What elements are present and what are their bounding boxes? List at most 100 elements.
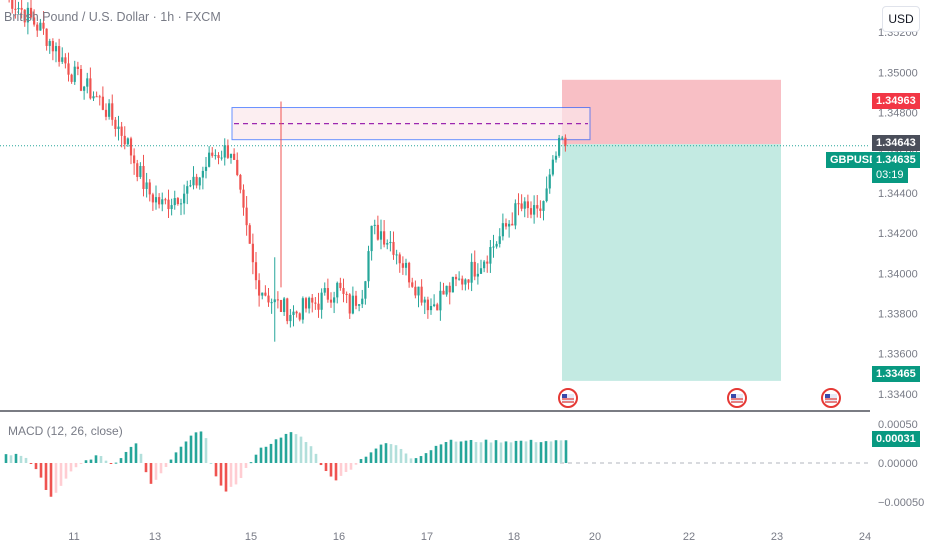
candle-body [189, 185, 192, 187]
candle-body [329, 299, 333, 303]
candle-body [192, 176, 195, 186]
macd-bar [209, 462, 213, 464]
macd-bar [479, 442, 483, 463]
candle-body [564, 137, 567, 146]
candle-body [536, 205, 539, 209]
us-flag-icon [821, 388, 841, 408]
candle-body [220, 157, 223, 159]
candle-body [436, 304, 439, 311]
macd-bar [59, 463, 63, 486]
macd-bar [119, 458, 123, 463]
macd-bar [184, 441, 188, 463]
candle-body [408, 262, 411, 283]
candle-body [404, 262, 408, 268]
candle-body [148, 182, 151, 195]
time-tick-label: 16 [333, 531, 345, 543]
candle-body [258, 280, 261, 296]
macd-bar [434, 445, 438, 463]
candle-body [451, 276, 454, 293]
stop-loss-zone [562, 79, 781, 145]
candle-body [479, 268, 483, 274]
candle-body [398, 254, 401, 264]
candle-body [498, 236, 501, 244]
candle-body [289, 314, 292, 322]
candle-body [370, 225, 373, 252]
price-tick-label: 1.34000 [878, 268, 918, 280]
macd-bar [214, 463, 218, 477]
candle-body [283, 298, 286, 313]
stop-price-label: 1.34963 [872, 93, 920, 109]
macd-bar [14, 453, 18, 463]
currency-button[interactable]: USD [882, 6, 920, 32]
candle-body [154, 197, 158, 203]
macd-bar [139, 453, 143, 463]
macd-bar [179, 446, 183, 463]
candle-body [333, 297, 336, 303]
candle-body [73, 66, 76, 82]
macd-bar [319, 463, 323, 466]
macd-bar [549, 441, 553, 463]
candle-body [548, 174, 551, 189]
macd-bar [384, 443, 388, 463]
macd-bar [109, 463, 113, 464]
macd-bar [259, 447, 263, 463]
macd-bar [74, 463, 78, 468]
candle-body [292, 311, 295, 315]
candle-body [198, 177, 201, 186]
macd-bar [344, 463, 348, 472]
candle-body [120, 126, 123, 136]
candle-body [551, 159, 554, 175]
candle-body [98, 96, 101, 98]
candle-body [251, 243, 254, 263]
candle-body [501, 223, 504, 237]
macd-bar [84, 460, 88, 463]
macd-bar [464, 440, 468, 463]
candle-body [226, 145, 229, 158]
macd-bar [499, 442, 503, 463]
macd-bar [364, 456, 368, 463]
candle-body [236, 159, 239, 175]
macd-bar [389, 444, 393, 463]
candle-body [326, 288, 329, 300]
macd-bar [239, 463, 243, 479]
candle-body [158, 197, 161, 205]
macd-bar [269, 443, 273, 463]
candle-body [89, 78, 92, 99]
candle-body [186, 186, 189, 194]
macd-bar [299, 436, 303, 463]
candle-body [314, 302, 317, 304]
candle-body [511, 223, 514, 226]
candle-body [439, 290, 442, 311]
macd-bar [24, 457, 28, 463]
macd-bar [559, 440, 563, 463]
macd-bar [199, 431, 203, 463]
macd-bar [504, 441, 508, 463]
macd-bar [524, 441, 528, 463]
candle-body [261, 292, 264, 296]
candle-body [183, 193, 186, 204]
macd-bar [544, 441, 548, 463]
macd-bar [274, 439, 278, 463]
macd-bar [469, 439, 473, 463]
macd-tick-label: 0.00000 [878, 458, 918, 470]
macd-bar [69, 463, 73, 472]
candle-body [201, 170, 204, 178]
candle-body [211, 152, 214, 156]
macd-bar [114, 462, 118, 464]
macd-bar [224, 463, 228, 492]
macd-bar [429, 450, 433, 463]
price-tick-label: 1.33600 [878, 349, 918, 361]
macd-bar [289, 432, 293, 463]
macd-bar [339, 463, 343, 476]
time-tick-label: 23 [771, 531, 783, 543]
macd-bar [79, 463, 83, 464]
candle-body [61, 57, 64, 62]
candle-body [364, 281, 367, 299]
macd-bar [264, 446, 268, 463]
candle-body [264, 292, 267, 296]
macd-bar [99, 456, 103, 463]
macd-bar [409, 458, 413, 463]
macd-bar [189, 435, 193, 463]
